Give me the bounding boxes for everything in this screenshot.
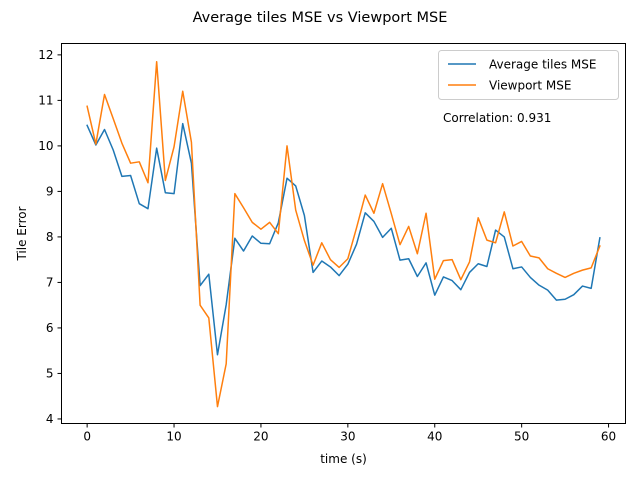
y-tick-label: 5 [46,367,54,381]
y-tick-label: 10 [38,139,53,153]
x-tick-label: 50 [514,430,529,444]
x-tick-label: 0 [83,430,91,444]
x-tick-label: 30 [340,430,355,444]
legend-label-average-tiles: Average tiles MSE [489,58,596,72]
y-tick-label: 6 [46,321,54,335]
y-axis-label: Tile Error [15,206,29,261]
x-tick-label: 20 [253,430,268,444]
x-tick-label: 40 [427,430,442,444]
y-tick-label: 11 [38,94,53,108]
y-tick-label: 8 [46,230,54,244]
series-line-average-tiles-mse [86,122,601,356]
correlation-annotation: Correlation: 0.931 [443,111,551,125]
y-tick-label: 7 [46,276,54,290]
y-axis: 4 5 6 7 8 9 10 11 12 [38,48,62,426]
x-tick-label: 10 [166,430,181,444]
plot-frame [61,43,626,424]
chart-title: Average tiles MSE vs Viewport MSE [193,10,448,26]
y-tick-label: 4 [46,412,54,426]
legend-box [438,50,619,100]
x-tick-label: 60 [601,430,616,444]
x-axis-label: time (s) [320,452,367,466]
y-tick-label: 9 [46,185,54,199]
y-tick-label: 12 [38,48,53,62]
series-layer [86,60,601,408]
x-axis: 0 10 20 30 40 50 60 [83,423,616,444]
legend: Average tiles MSE Viewport MSE [438,50,619,100]
legend-label-viewport: Viewport MSE [489,79,571,93]
series-line-viewport-mse [86,60,601,408]
